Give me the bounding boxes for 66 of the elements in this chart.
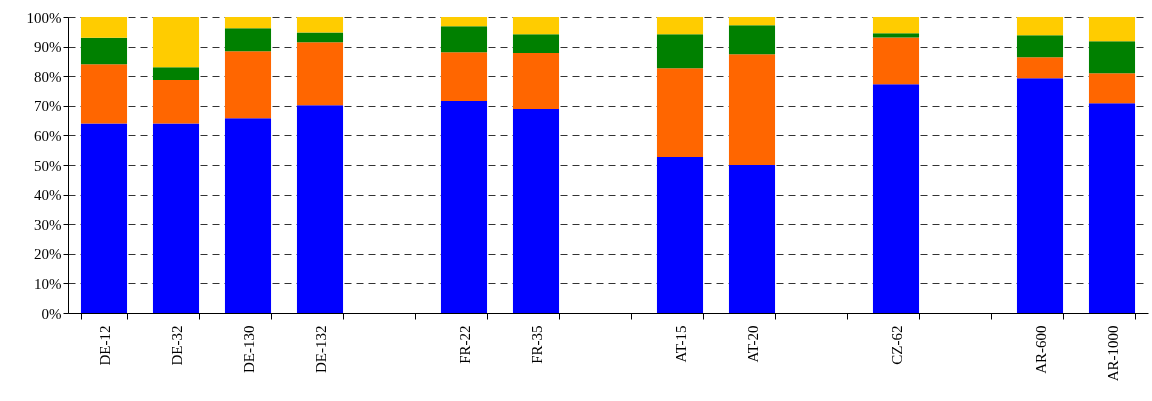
bar — [512, 17, 560, 35]
bar — [440, 101, 488, 313]
bar — [728, 17, 776, 26]
bar — [656, 17, 704, 35]
bar — [296, 32, 344, 43]
bar — [152, 123, 200, 313]
bar — [1088, 103, 1136, 313]
bar — [656, 157, 704, 313]
bar — [1088, 41, 1136, 74]
bar — [296, 17, 344, 33]
y-tick-label: 30% — [34, 216, 62, 233]
bar — [872, 17, 920, 34]
x-tick-label: FR-22 — [456, 325, 473, 364]
bar — [512, 34, 560, 54]
y-tick-label: 50% — [34, 157, 62, 174]
bar — [440, 52, 488, 102]
x-tick-label: CZ-62 — [888, 325, 905, 365]
bar — [80, 64, 128, 124]
x-tick-label: DE-130 — [240, 325, 257, 373]
bar — [440, 17, 488, 27]
bar — [728, 25, 776, 55]
y-tick-label: 10% — [34, 275, 62, 292]
bar — [872, 84, 920, 313]
x-tick-label: AR-1000 — [1104, 325, 1121, 382]
bar — [728, 165, 776, 313]
bar — [224, 17, 272, 29]
bar — [872, 33, 920, 38]
bar — [152, 17, 200, 68]
y-tick-label: 80% — [34, 68, 62, 85]
bar — [728, 54, 776, 165]
bar — [1088, 17, 1136, 42]
x-tick-label: AT-15 — [672, 325, 689, 363]
bar — [296, 42, 344, 106]
bar — [1016, 57, 1064, 79]
y-tick-label: 60% — [34, 127, 62, 144]
bar — [656, 34, 704, 69]
bar — [224, 28, 272, 52]
bar — [656, 68, 704, 158]
bar — [80, 123, 128, 313]
bar — [80, 17, 128, 38]
x-tick-label: DE-32 — [168, 325, 185, 366]
bar — [1016, 17, 1064, 36]
bar — [152, 67, 200, 81]
y-tick-label: 0% — [41, 305, 62, 322]
x-tick-label: FR-35 — [528, 325, 545, 364]
bar — [1016, 35, 1064, 58]
x-tick-label: AT-20 — [744, 325, 761, 363]
bar — [1016, 78, 1064, 313]
bar — [224, 118, 272, 313]
x-tick-label: AR-600 — [1032, 325, 1049, 374]
x-tick-label: DE-12 — [96, 325, 113, 366]
y-tick-label: 90% — [34, 39, 62, 56]
bar — [512, 109, 560, 313]
bar — [872, 37, 920, 85]
y-tick-label: 40% — [34, 187, 62, 204]
x-tick-label: DE-132 — [312, 325, 329, 373]
bar — [80, 37, 128, 65]
bar — [152, 80, 200, 124]
y-tick-label: 20% — [34, 246, 62, 263]
bar — [224, 51, 272, 119]
bar — [440, 26, 488, 53]
bar — [512, 53, 560, 110]
bar — [1088, 73, 1136, 104]
bar — [296, 105, 344, 313]
y-tick-label: 100% — [26, 9, 62, 26]
y-tick-label: 70% — [34, 98, 62, 115]
